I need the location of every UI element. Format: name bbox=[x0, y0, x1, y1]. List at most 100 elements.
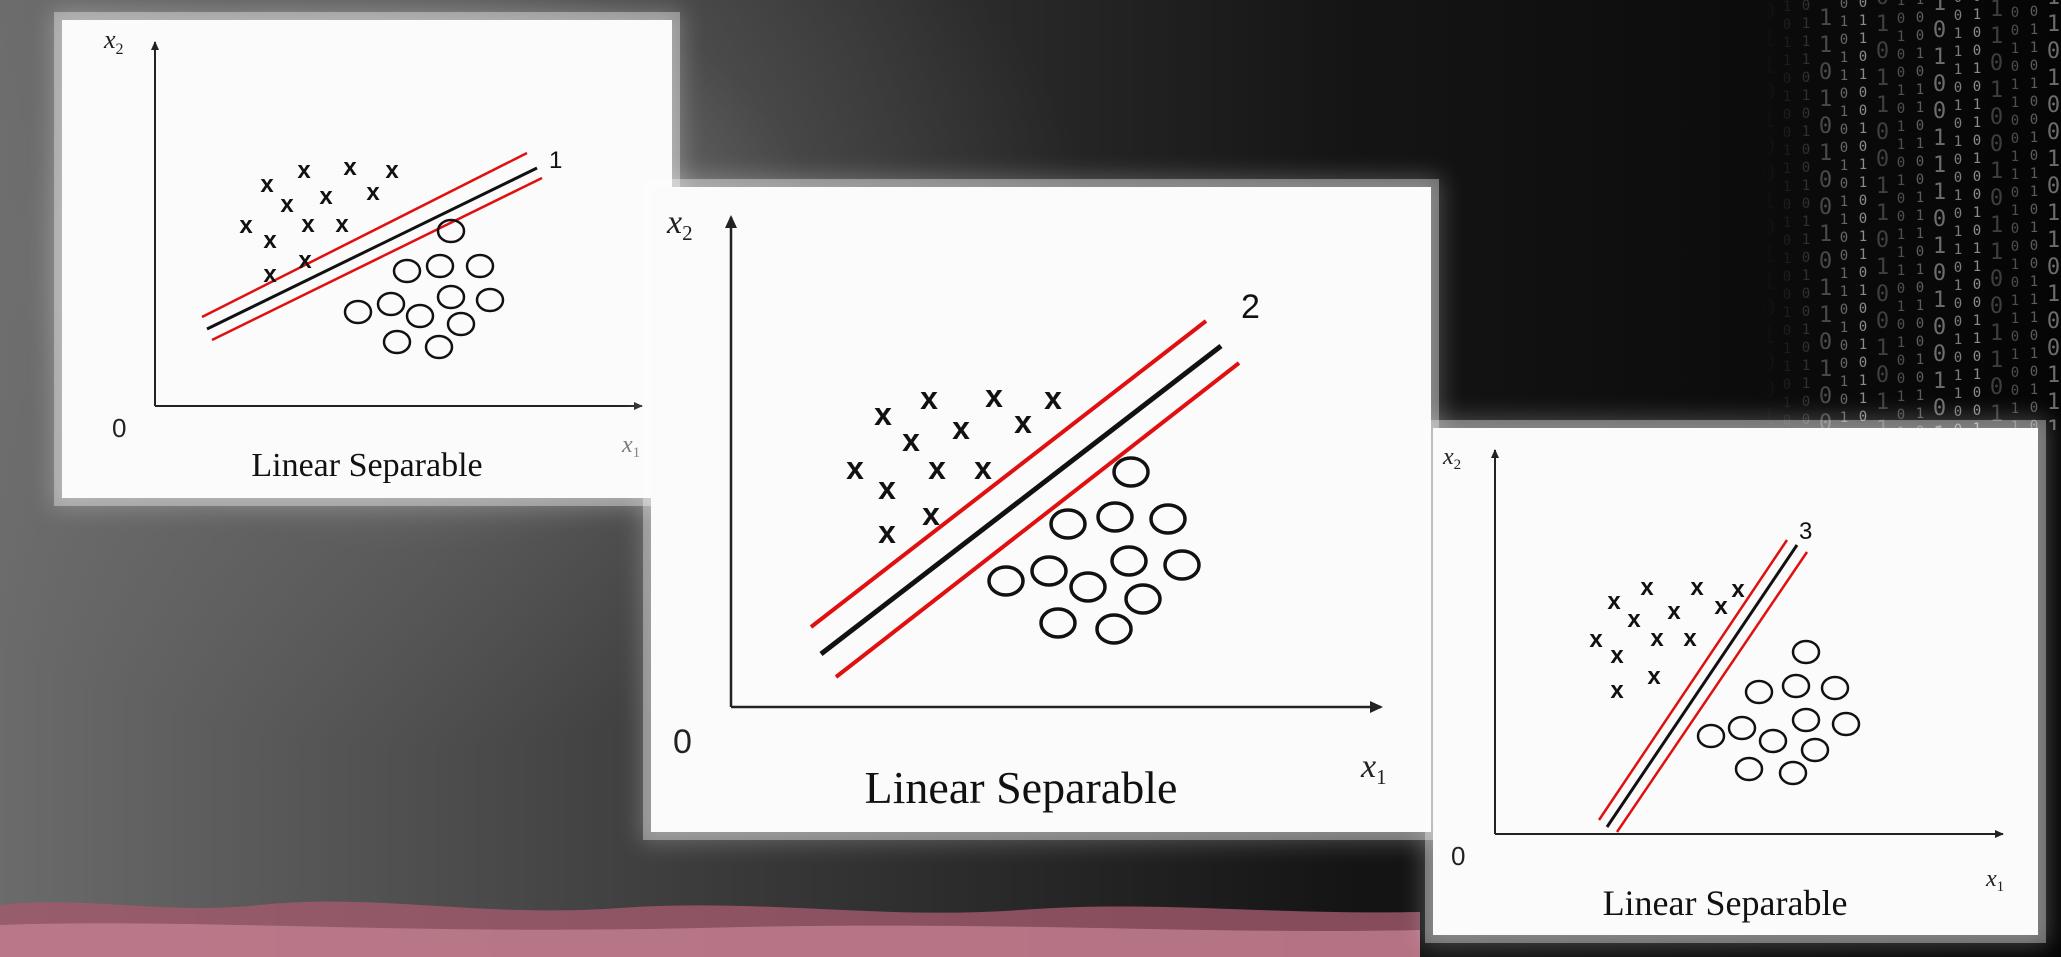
x-point: x bbox=[922, 496, 940, 532]
o-point bbox=[1030, 555, 1068, 587]
o-point bbox=[475, 287, 505, 313]
o-point bbox=[436, 284, 466, 310]
separating-line bbox=[1605, 544, 1799, 828]
o-point bbox=[1096, 501, 1134, 533]
binary-code-decoration: 0110100101101001110101001011010010110001… bbox=[1760, 0, 2060, 430]
x-point: x bbox=[1690, 574, 1704, 601]
x-point: x bbox=[1014, 404, 1032, 440]
x-point: x bbox=[920, 380, 938, 416]
x-point: x bbox=[1650, 625, 1664, 652]
o-point bbox=[1110, 545, 1148, 577]
class-x-points: x x x x x x x x x x x x x bbox=[239, 154, 399, 288]
o-point bbox=[424, 334, 454, 360]
o-point bbox=[392, 258, 422, 284]
margin-line-lower bbox=[1615, 551, 1809, 833]
x-point: x bbox=[263, 261, 277, 288]
margin-line-upper bbox=[1597, 539, 1789, 821]
binary-column: 0100101101001110101001011010010110011 bbox=[1912, 0, 1928, 430]
o-point bbox=[446, 311, 476, 337]
x-point: x bbox=[260, 171, 274, 198]
o-point bbox=[1039, 607, 1077, 639]
o-point bbox=[1095, 613, 1133, 645]
x-point: x bbox=[1731, 576, 1745, 603]
x-point: x bbox=[1647, 663, 1661, 690]
y-axis-label: x2 bbox=[1442, 444, 1461, 473]
axis-label-subscript: 1 bbox=[1376, 765, 1387, 789]
panel-3-svg: x2 x1 0 3 x x x x x x x x x x x x x bbox=[1442, 444, 2004, 923]
x-axis-label: x1 bbox=[1360, 748, 1387, 789]
o-point bbox=[1727, 715, 1757, 741]
y-axis-label: x2 bbox=[666, 204, 693, 245]
axis-label-subscript: 2 bbox=[116, 41, 124, 58]
binary-column: 0101001011010010110011010010110100111 bbox=[1969, 0, 1985, 430]
x-point: x bbox=[1683, 625, 1697, 652]
x-axis-label: x1 bbox=[621, 432, 640, 461]
x-point: x bbox=[335, 211, 349, 238]
x-point: x bbox=[366, 179, 380, 206]
origin-label: 0 bbox=[112, 413, 126, 443]
class-o-points bbox=[987, 456, 1201, 645]
o-point bbox=[1831, 711, 1861, 737]
o-point bbox=[1744, 679, 1774, 705]
panel-2-svg: x2 x1 0 2 x x x x x x x x x x x x x bbox=[666, 204, 1387, 813]
x-point: x bbox=[1044, 380, 1062, 416]
o-point bbox=[1800, 737, 1830, 763]
separating-line bbox=[206, 166, 538, 331]
margin-line-lower bbox=[211, 176, 543, 342]
separator-label: 2 bbox=[1241, 288, 1260, 326]
x-point: x bbox=[239, 212, 253, 239]
o-point bbox=[1778, 760, 1808, 786]
x-point: x bbox=[846, 450, 864, 486]
binary-column: 0110100101100110100101101001110101001 bbox=[1855, 0, 1871, 430]
o-point bbox=[1758, 728, 1788, 754]
binary-column: 1001101001011010011101010010110100101 bbox=[1893, 0, 1909, 430]
x-point: x bbox=[1640, 574, 1654, 601]
o-point bbox=[376, 291, 406, 317]
x-point: x bbox=[874, 396, 892, 432]
binary-column: 1110101001011010010110011010010110100 bbox=[1813, 0, 1838, 430]
x-point: x bbox=[1627, 606, 1641, 633]
panel-caption: Linear Separable bbox=[1603, 883, 1848, 923]
x-point: x bbox=[343, 154, 357, 181]
diagram-panel-1: x2 x1 0 1 x x x x x x x x x x x x x bbox=[62, 20, 672, 498]
o-point bbox=[1124, 583, 1162, 615]
o-point bbox=[1734, 756, 1764, 782]
margin-line-upper bbox=[201, 151, 528, 319]
separator-label: 1 bbox=[549, 147, 562, 174]
y-axis-label: x2 bbox=[103, 25, 124, 58]
o-point bbox=[1112, 456, 1150, 488]
o-point bbox=[987, 565, 1025, 597]
x-point: x bbox=[1610, 677, 1624, 704]
binary-column: 0010110100111010100101101001011001101 bbox=[1779, 0, 1795, 430]
binary-column: 0100101101001011001101001011010011101 bbox=[1836, 0, 1852, 430]
axis-label-subscript: 2 bbox=[682, 221, 693, 245]
diagram-panel-2: x2 x1 0 2 x x x x x x x x x x x x x bbox=[651, 187, 1431, 832]
origin-label: 0 bbox=[673, 723, 692, 761]
class-o-points bbox=[1696, 639, 1861, 786]
x-point: x bbox=[1714, 593, 1728, 620]
class-o-points bbox=[343, 218, 505, 360]
x-point: x bbox=[1607, 588, 1621, 615]
x-point: x bbox=[878, 470, 896, 506]
o-point bbox=[1696, 723, 1726, 749]
binary-column: 0011101010010110100101100110100101101 bbox=[1950, 0, 1966, 430]
x-axis-label: x1 bbox=[1985, 866, 2004, 895]
panel-caption: Linear Separable bbox=[865, 762, 1178, 813]
panel-1-svg: x2 x1 0 1 x x x x x x x x x x x x x bbox=[103, 25, 643, 484]
o-point bbox=[1791, 639, 1821, 665]
o-point bbox=[1069, 571, 1107, 603]
x-point: x bbox=[928, 450, 946, 486]
axis-label-subscript: 1 bbox=[633, 445, 641, 461]
diagram-panel-3: x2 x1 0 3 x x x x x x x x x x x x x bbox=[1433, 428, 2038, 935]
x-point: x bbox=[878, 514, 896, 550]
o-point bbox=[436, 218, 466, 244]
o-point bbox=[343, 299, 373, 325]
separator-label: 3 bbox=[1799, 518, 1812, 545]
panel-caption: Linear Separable bbox=[251, 447, 482, 484]
x-point: x bbox=[902, 422, 920, 458]
o-point bbox=[1049, 508, 1087, 540]
margin-line-lower bbox=[834, 361, 1241, 679]
